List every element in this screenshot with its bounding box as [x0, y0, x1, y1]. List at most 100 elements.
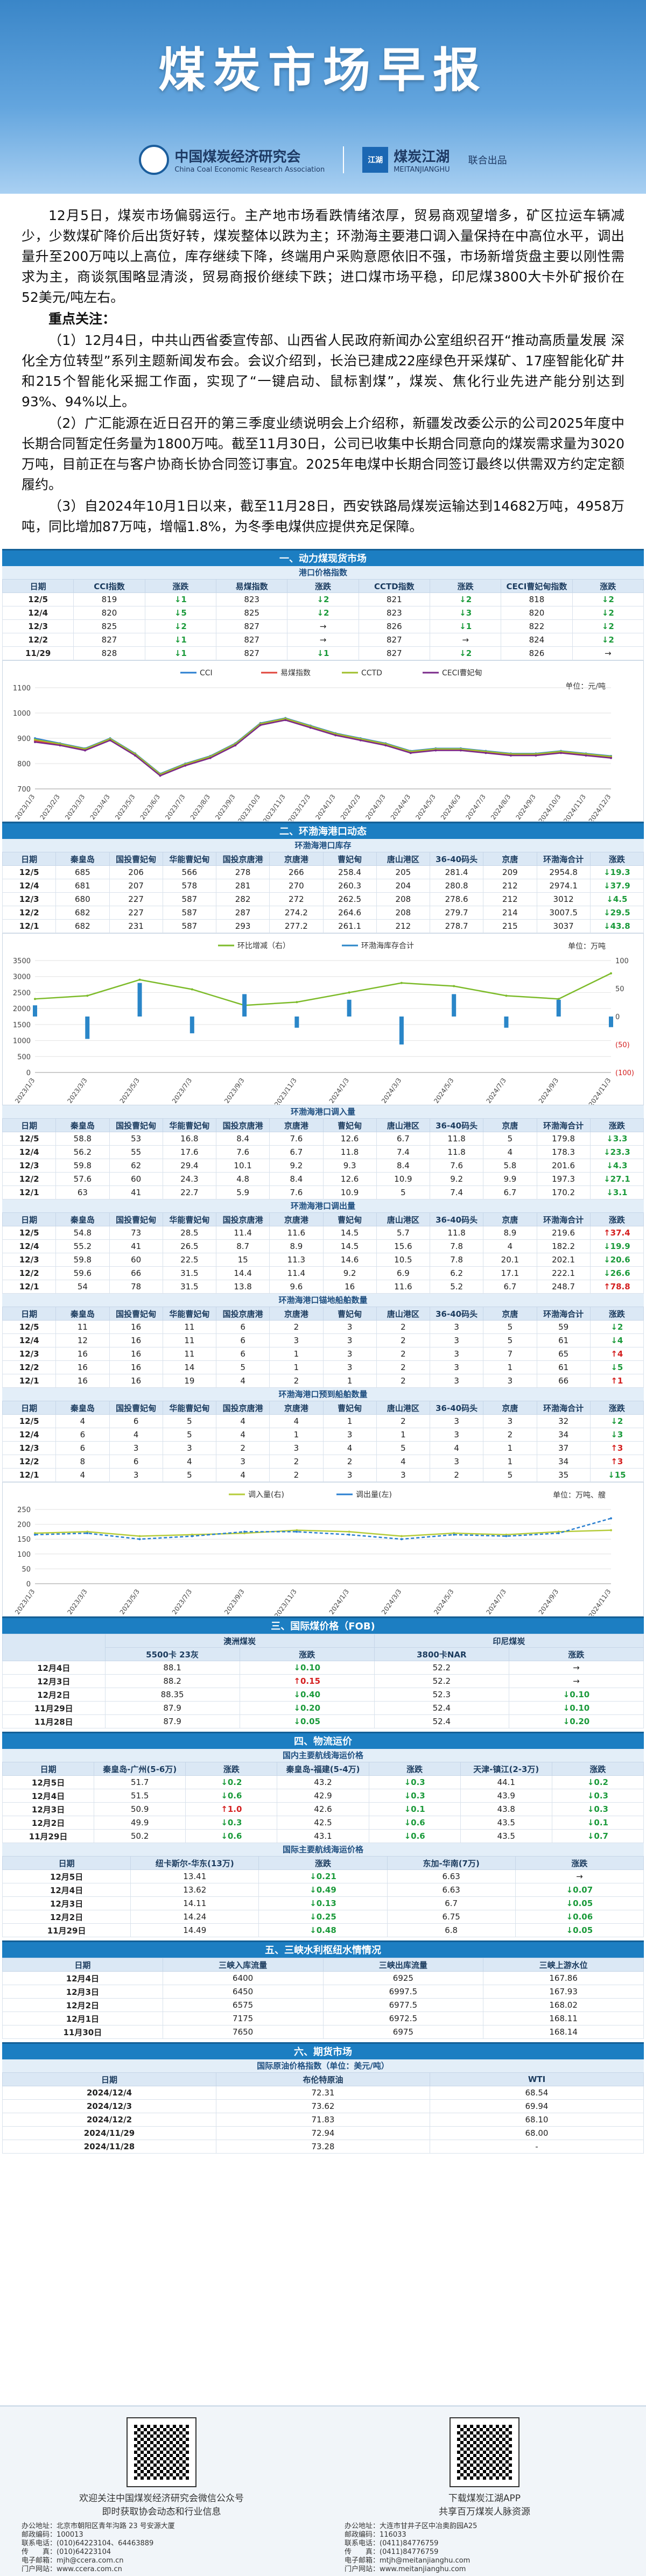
table-cell: 248.7 — [536, 1280, 591, 1294]
table-cell: 69.94 — [430, 2099, 644, 2113]
table-cell: 3 — [483, 1414, 537, 1428]
table-cell: 823 — [358, 606, 430, 620]
table-cell: 3 — [376, 1468, 431, 1482]
column-header: 日期 — [2, 1856, 131, 1870]
table-row: 2024/11/29 72.94 68.00 — [2, 2126, 644, 2140]
table-cell: ↓2 — [287, 606, 359, 620]
column-header: 涨跌 — [185, 1762, 278, 1776]
column-header: 涨跌 — [508, 1647, 644, 1661]
table-cell: 6 — [55, 1428, 110, 1442]
table-cell: 6.7 — [483, 1185, 537, 1199]
table-cell: 8 — [55, 1455, 110, 1469]
table-cell: 12月2日 — [2, 1816, 95, 1830]
table-cell: 60 — [109, 1253, 163, 1267]
table-cell: 54.8 — [55, 1226, 110, 1240]
table-cell: ↓0.06 — [515, 1910, 644, 1924]
table-cell: → — [572, 646, 644, 660]
table-cell: 17.6 — [162, 1145, 217, 1159]
data-point — [184, 764, 187, 767]
table-row: 12/4 681 207 578 281 270 260.3 204 280.8 212 2974.… — [2, 879, 644, 893]
data-point — [505, 1533, 508, 1536]
meitanjianghu-name-en: MEITANJIANGHU — [394, 166, 450, 174]
data-point — [559, 752, 562, 754]
table-cell: 264.6 — [322, 906, 377, 920]
legend-label: CECI曹妃甸 — [442, 669, 482, 677]
table-cell: 12/2 — [2, 1172, 57, 1186]
table-cell: 822 — [501, 619, 573, 633]
column-header: 京唐 — [483, 1307, 537, 1321]
table-row: 12月5日 13.41 ↓0.21 6.63 → — [2, 1869, 644, 1883]
table-cell: 43.9 — [460, 1789, 552, 1803]
subsection-title: 港口价格指数 — [2, 566, 644, 579]
table-cell: 2024/12/4 — [2, 2086, 216, 2100]
data-point — [610, 1529, 612, 1532]
table-cell: ↓0.3 — [551, 1802, 644, 1816]
meitanjianghu-app-qr-icon[interactable] — [450, 2417, 519, 2487]
column-header: 京唐港 — [269, 1118, 324, 1132]
table-cell: 222.1 — [536, 1266, 591, 1280]
table-cell: 282 — [215, 892, 270, 906]
table-cell: 3 — [162, 1441, 217, 1455]
column-header: WTI — [430, 2072, 644, 2086]
intl-freight-table: 日期 纽卡斯尔-华东(13万) 涨跌 东加-华南(7万) 涨跌 12月5日 13.41 ↓0… — [2, 1856, 644, 1937]
data-point — [309, 725, 312, 728]
data-point — [209, 757, 212, 759]
table-cell: 178.3 — [536, 1145, 591, 1159]
table-cell: 5.9 — [215, 1185, 270, 1199]
table-cell: 12/5 — [2, 1226, 57, 1240]
table-cell: 682 — [55, 906, 110, 920]
table-cell: 1 — [322, 1414, 377, 1428]
ccera-wechat-qr-icon[interactable] — [127, 2417, 196, 2487]
table-cell: 206 — [109, 865, 163, 879]
table-cell: ↑1.0 — [185, 1802, 278, 1816]
x-tick-label: 2024/3/3 — [380, 1077, 403, 1105]
table-cell: 8.9 — [483, 1226, 537, 1240]
table-cell: 6.7 — [376, 1132, 431, 1146]
table-cell: 55.2 — [55, 1239, 110, 1253]
table-cell: 4 — [269, 1414, 324, 1428]
y-tick-label: 250 — [17, 1506, 31, 1514]
data-point — [259, 724, 262, 726]
table-cell: 43.2 — [277, 1775, 369, 1789]
table-cell: 51.7 — [94, 1775, 186, 1789]
contact-line: 邮政编码：100013 — [22, 2531, 83, 2539]
column-header: 涨跌 — [144, 579, 216, 593]
summary-text: 12月5日，煤炭市场偏弱运行。主产地市场看跌情绪浓厚，贸易商观望增多，矿区拉运车… — [22, 206, 624, 537]
table-cell: 7.4 — [429, 1185, 484, 1199]
table-cell: 828 — [73, 646, 145, 660]
table-cell: 5.2 — [429, 1280, 484, 1294]
x-tick-label: 2023/1/3 — [13, 1077, 36, 1105]
table-cell: 278.6 — [429, 892, 484, 906]
table-row: 12月2日 88.35 ↓0.40 52.3 ↓0.10 — [2, 1688, 644, 1702]
table-cell: 6 — [109, 1414, 163, 1428]
price-index-chart: CCI 易煤指数 CCTD CECI曹妃甸 单位：元/吨 700 800 900 1000 110… — [2, 660, 644, 824]
report-header: 煤炭市场早报 中国煤炭经济研究会 China Coal Economic Res… — [0, 0, 646, 194]
table-cell: 2024/12/3 — [2, 2099, 216, 2113]
data-point — [453, 1532, 455, 1535]
table-cell: ↓0.20 — [239, 1701, 375, 1715]
inventory-chart: 环比增减（右） 环渤海库存合计 单位：万吨 0 500 1000 1500 2000 2500 3… — [2, 933, 644, 1108]
table-cell: 11 — [55, 1320, 110, 1334]
series-line — [34, 1518, 612, 1540]
table-cell: ↓1 — [287, 646, 359, 660]
table-cell: ↓2 — [589, 1414, 644, 1428]
right-tick-label: (50) — [615, 1041, 630, 1049]
table-cell: 55 — [109, 1145, 163, 1159]
table-cell: 12.6 — [322, 1172, 377, 1186]
table-cell: 12月5日 — [2, 1869, 131, 1883]
data-point — [505, 994, 508, 997]
table-cell: 3 — [429, 1320, 484, 1334]
contact-line: 电子邮箱：mtjh@meitanjianghu.com — [345, 2557, 471, 2565]
change-bar — [399, 1017, 404, 1044]
table-cell: ↓3 — [589, 1428, 644, 1442]
table-cell: 14.4 — [215, 1266, 270, 1280]
x-tick-label: 2023/12/3 — [286, 793, 312, 821]
table-cell: 231 — [109, 919, 163, 933]
x-tick-label: 2024/7/3 — [485, 1588, 508, 1616]
table-cell: 22.7 — [162, 1185, 217, 1199]
table-row: 12月2日 14.24 ↓0.25 6.75 ↓0.06 — [2, 1910, 644, 1924]
column-header: 涨跌 — [429, 579, 502, 593]
column-header: 京唐港 — [269, 852, 324, 866]
table-cell: 9.3 — [322, 1159, 377, 1173]
table-cell: ↓0.6 — [368, 1816, 461, 1830]
